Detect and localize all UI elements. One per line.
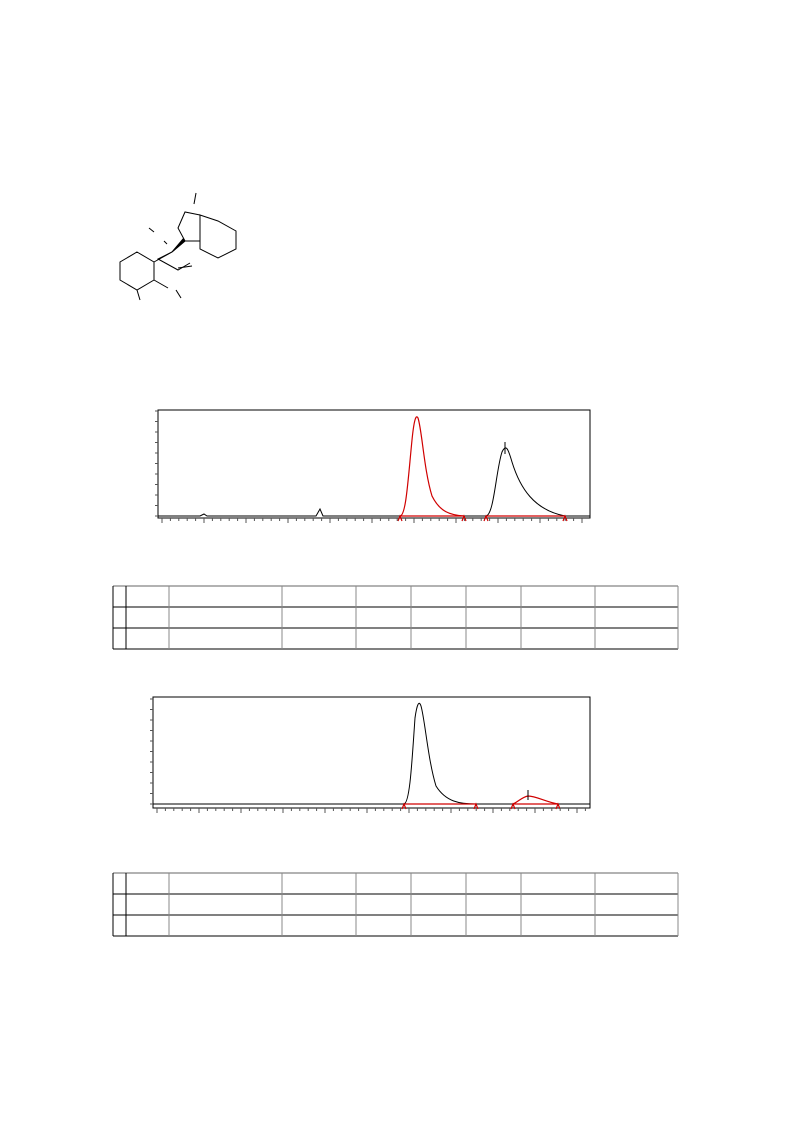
bond [153,279,169,289]
peak [464,447,590,517]
trace [153,702,590,805]
bond [163,240,168,245]
plot-frame [152,696,591,809]
table [112,872,679,937]
molecule [119,192,237,301]
chromatogram [150,696,591,813]
benzene-ring [119,251,155,291]
table [112,585,679,650]
peak [512,795,559,805]
wedge-bond [171,238,186,253]
bond [153,251,173,263]
bond [175,289,182,299]
bond [136,289,141,301]
plot-frame [157,409,591,519]
chromatogram [155,409,591,523]
peak [399,416,465,517]
bond [156,240,191,271]
integration-marks [397,514,568,522]
bond [193,192,197,205]
baseline-trace [158,507,400,517]
tables [112,585,679,937]
integration-marks [401,802,561,810]
bond [148,227,155,233]
benzene-ring [199,214,237,259]
pyrrole-ring [177,211,201,242]
bond [177,265,193,269]
